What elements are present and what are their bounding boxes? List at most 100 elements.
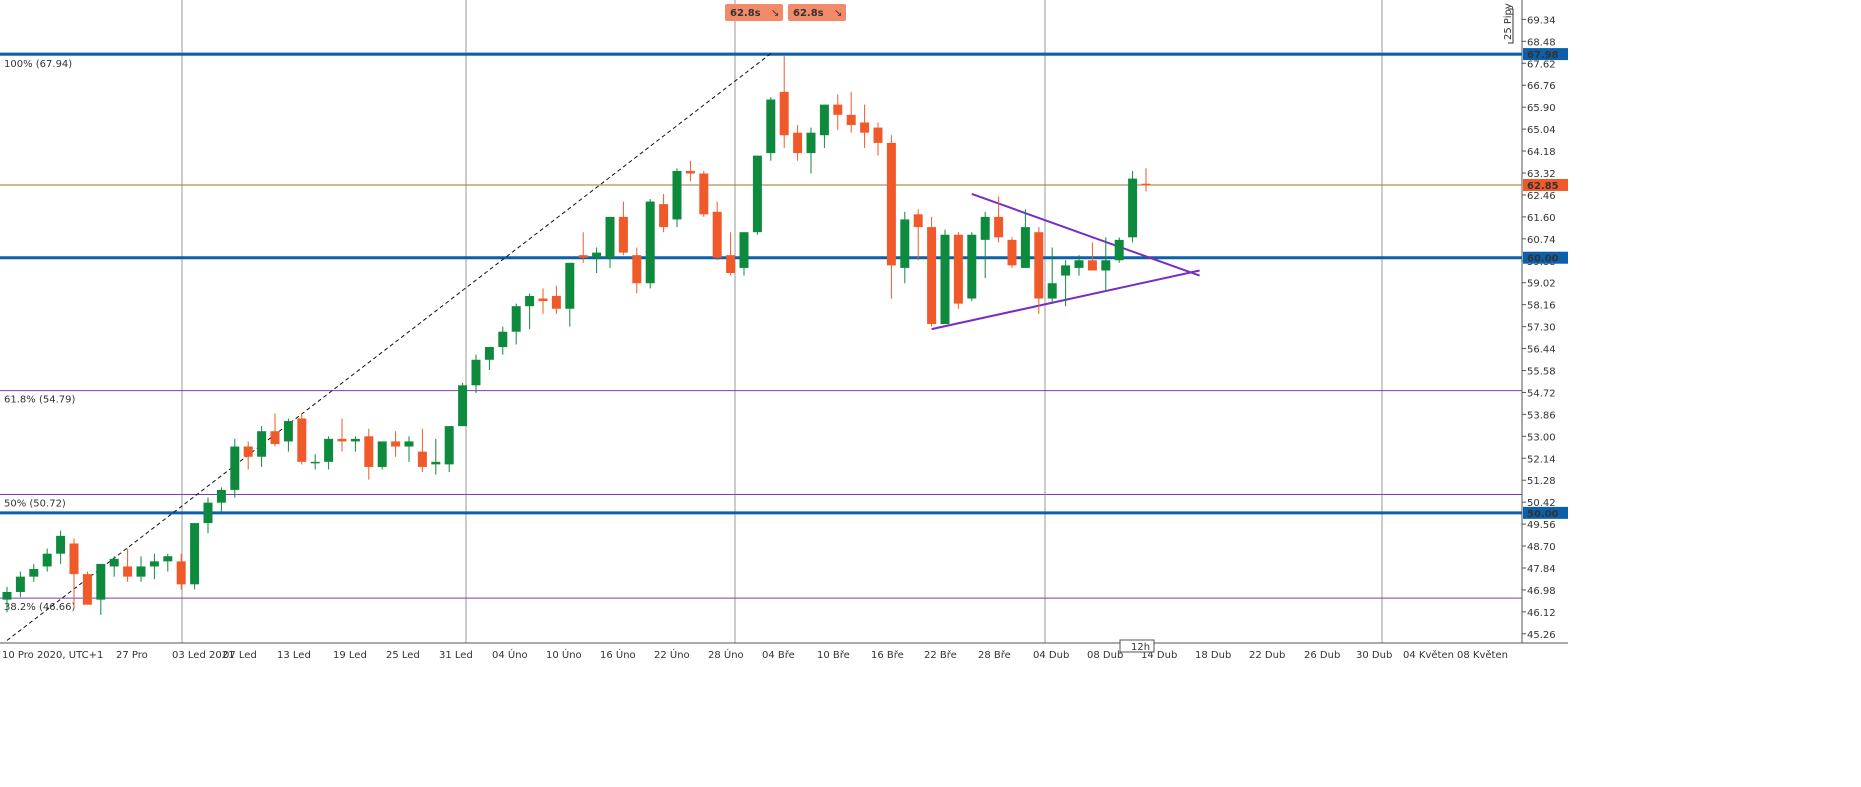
- price-tick-label: 56.44: [1527, 345, 1556, 356]
- time-label: 04 Bře: [762, 649, 795, 661]
- time-label: 10 Úno: [546, 648, 582, 661]
- candle-bearish: [1087, 260, 1097, 271]
- price-tick-label: 46.98: [1527, 586, 1556, 597]
- price-tick-label: 52.14: [1527, 454, 1556, 465]
- price-tick-label: 45.26: [1527, 630, 1556, 641]
- time-label: 08 Dub: [1087, 650, 1123, 661]
- time-label: 27 Pro: [116, 650, 148, 661]
- ask-badge-price: 62.8s: [793, 8, 824, 19]
- candle-bearish: [927, 227, 937, 325]
- time-label: 22 Bře: [924, 649, 957, 661]
- time-label: 08 Květen: [1457, 649, 1508, 661]
- candle-bearish: [779, 91, 789, 136]
- candle-bullish: [283, 421, 293, 442]
- candle-bearish: [886, 142, 896, 266]
- candle-bullish: [766, 99, 776, 154]
- candle-bullish: [56, 535, 66, 554]
- time-label: 25 Led: [386, 650, 420, 661]
- time-label: 04 Úno: [492, 648, 528, 661]
- candle-bullish: [190, 523, 200, 585]
- price-tick-label: 59.02: [1527, 279, 1556, 290]
- candle-bullish: [940, 234, 950, 325]
- triangle-trendline: [971, 192, 1200, 277]
- bid-badge-arrow: ↘: [771, 8, 779, 19]
- candle-bullish: [203, 502, 213, 524]
- candle-bearish: [243, 446, 253, 457]
- current-price-badge: [1523, 178, 1568, 191]
- candle-bullish: [1128, 178, 1138, 238]
- price-tick-label: 57.30: [1527, 323, 1556, 334]
- candle-bullish: [471, 359, 481, 386]
- fib-level-label: 38.2% (46.66): [4, 602, 75, 613]
- time-label: 16 Bře: [871, 649, 904, 661]
- candle-bullish: [136, 566, 146, 577]
- candle-bullish: [257, 431, 267, 457]
- ask-badge: [788, 4, 846, 21]
- candle-bearish: [391, 441, 401, 447]
- candle-bullish: [1074, 260, 1084, 268]
- candle-bullish: [672, 170, 682, 220]
- candle-bullish: [109, 558, 119, 567]
- time-label: 22 Dub: [1249, 650, 1285, 661]
- candle-bearish: [873, 127, 883, 143]
- price-tick-label: 46.12: [1527, 608, 1556, 619]
- candle-bullish: [230, 446, 240, 490]
- candle-bullish: [29, 569, 39, 577]
- candle-bearish: [953, 234, 963, 304]
- price-tick-label: 65.04: [1527, 125, 1556, 136]
- price-tick-label: 53.86: [1527, 410, 1556, 421]
- candle-bearish: [1034, 232, 1044, 299]
- candle-bullish: [967, 234, 977, 299]
- timeframe-box: [1119, 639, 1155, 653]
- candle-bearish: [632, 255, 642, 284]
- candle-bearish: [860, 122, 870, 133]
- time-label: 10 Pro 2020, UTC+1: [2, 650, 103, 661]
- candle-bearish: [793, 132, 803, 154]
- price-tick-label: 55.58: [1527, 366, 1556, 377]
- level-price-badge-label: 60.00: [1527, 254, 1559, 265]
- time-label: 14 Dub: [1141, 650, 1177, 661]
- candle-bearish: [1007, 239, 1017, 266]
- time-label: 07 Led: [223, 650, 257, 661]
- candle-bullish: [149, 561, 159, 567]
- candle-bearish: [846, 114, 856, 126]
- candles-group: [2, 56, 1151, 615]
- fib-level-label: 100% (67.94): [4, 59, 72, 70]
- candle-bullish: [739, 232, 749, 268]
- candle-bullish: [458, 385, 468, 427]
- scale-label: 25 Pipy: [1503, 3, 1514, 40]
- candle-bearish: [82, 574, 92, 605]
- candle-bullish: [216, 489, 226, 503]
- candle-bullish: [350, 438, 360, 442]
- chart-area[interactable]: 100% (67.94) 61.8% (54.79) 50% (50.72) 38.2…: [0, 0, 1568, 663]
- time-label: 28 Bře: [978, 649, 1011, 661]
- candle-bullish: [752, 155, 762, 233]
- candle-bearish: [994, 216, 1004, 238]
- price-tick-label: 48.70: [1527, 542, 1556, 553]
- candle-bullish: [431, 461, 441, 465]
- candle-bullish: [324, 438, 334, 462]
- candle-bullish: [592, 252, 602, 258]
- price-tick-label: 60.74: [1527, 235, 1556, 246]
- scale-bracket: [1508, 8, 1514, 44]
- time-label: 13 Led: [277, 650, 311, 661]
- candle-bullish: [377, 441, 387, 467]
- price-tick-label: 50.42: [1527, 498, 1556, 509]
- candle-bearish: [578, 255, 588, 258]
- candle-bullish: [163, 556, 173, 562]
- candle-bearish: [538, 298, 548, 302]
- current-price-badge-label: 62.85: [1527, 181, 1559, 192]
- level-price-badge-label: 50.00: [1527, 509, 1559, 520]
- candle-bullish: [42, 553, 52, 567]
- price-tick-label: 67.62: [1527, 59, 1556, 70]
- candle-bearish: [270, 431, 280, 444]
- candle-bullish: [511, 306, 521, 332]
- candle-bearish: [123, 566, 133, 577]
- price-tick-label: 62.46: [1527, 191, 1556, 202]
- candlestick-chart[interactable]: 100% (67.94) 61.8% (54.79) 50% (50.72) 38.2…: [0, 0, 1568, 663]
- candle-bullish: [1114, 239, 1124, 261]
- candle-bullish: [404, 441, 414, 447]
- candle-bearish: [618, 216, 628, 253]
- candle-bearish: [699, 173, 709, 215]
- candle-bullish: [1020, 227, 1030, 268]
